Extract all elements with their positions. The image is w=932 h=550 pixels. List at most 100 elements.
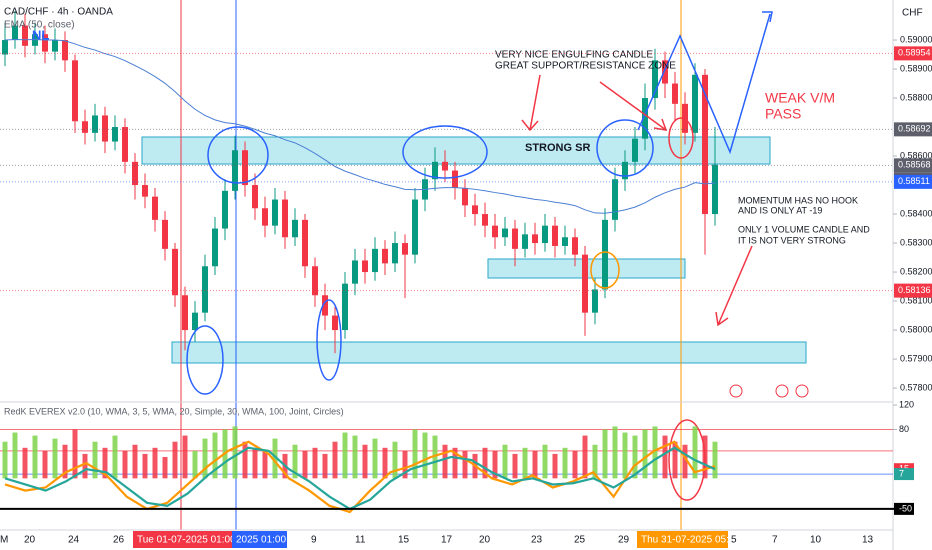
candle-body: [622, 161, 628, 180]
candle-body: [272, 199, 278, 226]
candle-body: [342, 283, 348, 331]
price-label: 0.58692: [898, 124, 931, 134]
candle-body: [472, 205, 478, 215]
time-label: 13: [862, 535, 874, 546]
candle-body: [12, 25, 18, 41]
time-label: 24: [68, 535, 80, 546]
annotation: PASS: [765, 106, 801, 122]
candle-body: [92, 115, 98, 133]
time-label: 2025 01:00 PM: [236, 535, 304, 546]
indicator-title: RedK EVEREX v2.0 (10, WMA, 3, 5, WMA, 20…: [4, 406, 344, 416]
y-tick-label: 0.57900: [900, 353, 932, 363]
indicator-bar: [412, 429, 418, 479]
candle-body: [712, 164, 718, 215]
price-label-box: [894, 174, 932, 189]
candle-body: [392, 243, 398, 264]
time-label-box: [637, 531, 728, 548]
candle-body: [382, 248, 388, 264]
candle-body: [202, 266, 208, 313]
candle-body: [142, 185, 148, 197]
candle-body: [232, 150, 238, 191]
circle: [596, 119, 654, 177]
candle-body: [512, 228, 518, 249]
candle-body: [22, 25, 28, 46]
indicator-bar: [562, 447, 568, 479]
y-tick-label: 0.58800: [900, 92, 932, 102]
indicator-bar: [262, 450, 268, 479]
candle-body: [152, 196, 158, 220]
y-tick-label: 80: [899, 424, 909, 434]
event-icon[interactable]: [729, 384, 743, 398]
indicator-bar: [352, 435, 358, 479]
candle-body: [2, 40, 8, 55]
candle-body: [252, 185, 258, 209]
time-label: M: [0, 535, 8, 546]
indicator-bar: [702, 435, 708, 479]
candle-body: [672, 83, 678, 104]
y-tick-label: 120: [899, 399, 914, 409]
y-tick-label: 0.58600: [900, 150, 932, 160]
time-label: 7: [772, 535, 778, 546]
candle-body: [562, 237, 568, 246]
indicator-bar: [652, 426, 658, 479]
indicator-bar: [422, 432, 428, 479]
candle-body: [82, 121, 88, 133]
indicator-bar: [322, 453, 328, 479]
indicator-bar: [192, 450, 198, 479]
indicator-bar: [622, 432, 628, 479]
indicator-bar: [142, 453, 148, 479]
arrow: [521, 74, 541, 132]
candle-body: [322, 295, 328, 316]
candle-body: [552, 225, 558, 246]
candle-body: [482, 214, 488, 226]
candle-body: [452, 170, 458, 188]
indicator-bar: [692, 426, 698, 479]
indicator-bar: [292, 444, 298, 479]
candle-body: [402, 243, 408, 255]
candle-body: [442, 161, 448, 171]
candle-body: [172, 248, 178, 296]
y-tick-label: 0.58400: [900, 208, 932, 218]
indicator-bar: [582, 435, 588, 479]
event-icon[interactable]: [775, 384, 789, 398]
indicator-bar: [442, 444, 448, 479]
indicator-bar: [602, 429, 608, 479]
candle-body: [112, 127, 118, 142]
indicator-bar: [712, 441, 718, 479]
candle-body: [652, 60, 658, 99]
indicator-bar: [502, 444, 508, 479]
candle-body: [522, 234, 528, 249]
circle: [402, 125, 488, 179]
candle-body: [212, 228, 218, 267]
indicator-bar: [232, 426, 238, 479]
time-label: 26: [113, 535, 125, 546]
candle-body: [582, 254, 588, 313]
indicator-bar: [402, 450, 408, 479]
indicator-bar: [482, 447, 488, 479]
zigzag: [637, 13, 771, 155]
candles: [2, 11, 718, 354]
candle-body: [592, 289, 598, 313]
annotation: GREAT SUPPORT/RESISTANCE ZONE: [495, 61, 676, 72]
indicator-bar: [212, 432, 218, 479]
annotation: VERY NICE ENGULFING CANDLE: [495, 50, 653, 61]
indicator-bar: [682, 444, 688, 479]
indicator-bar: [32, 435, 38, 479]
event-icon[interactable]: [795, 384, 809, 398]
indicator-bar: [122, 450, 128, 479]
price-label-box: [894, 283, 932, 298]
annotation: STRONG SR: [525, 142, 590, 154]
currency: CHF: [902, 8, 923, 19]
indicator-bar: [312, 447, 318, 479]
indicator-bar: [202, 438, 208, 479]
indicator-bar: [242, 441, 248, 479]
candle-body: [542, 225, 548, 244]
indicator-bar: [532, 450, 538, 479]
y-tick-label: -50: [899, 503, 912, 513]
candle-body: [242, 150, 248, 186]
circle: [186, 325, 224, 395]
indicator-bar: [512, 453, 518, 479]
time-label: 5: [731, 535, 737, 546]
annotation: WEAK V/M: [765, 90, 835, 106]
